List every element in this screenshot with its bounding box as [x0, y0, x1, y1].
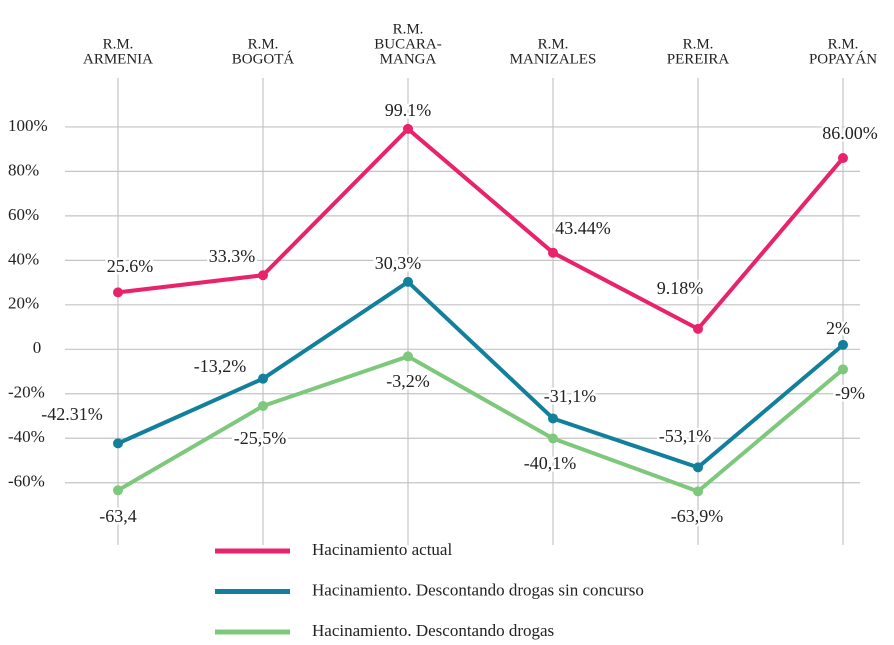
y-tick-label: 80% — [8, 160, 39, 179]
data-label: 33.3% — [209, 246, 256, 266]
data-label: -63,4 — [99, 506, 137, 526]
x-tick-label: ARMENIA — [83, 51, 153, 67]
data-label: -40,1% — [524, 453, 577, 473]
series-line — [116, 354, 845, 494]
y-tick-label: 60% — [8, 205, 39, 224]
point — [113, 287, 123, 298]
data-label: 30,3% — [375, 253, 422, 273]
y-tick-label: 100% — [8, 116, 48, 135]
point — [113, 485, 123, 496]
series-line — [117, 279, 845, 470]
x-tick-label: R.M. — [248, 36, 279, 52]
point — [548, 433, 558, 444]
point — [113, 438, 123, 449]
y-tick-label: 0 — [33, 338, 42, 357]
data-label: 9.18% — [657, 278, 704, 298]
x-tick-label: R.M. — [393, 21, 424, 37]
x-tick-label: MANIZALES — [510, 51, 597, 67]
legend-label: Hacinamiento actual — [312, 540, 452, 559]
x-tick-label: R.M. — [538, 36, 569, 52]
x-tick-label: R.M. — [828, 36, 859, 52]
y-tick-label: -60% — [8, 472, 45, 491]
point — [838, 153, 848, 164]
point — [693, 323, 703, 334]
x-tick-label: BOGOTÁ — [232, 50, 295, 67]
point — [693, 486, 703, 497]
point — [693, 462, 703, 473]
point — [403, 276, 413, 287]
x-tick-label: MANGA — [380, 51, 437, 67]
data-label: -25,5% — [234, 428, 287, 448]
point — [403, 351, 413, 362]
point — [838, 364, 848, 375]
data-label: -31,1% — [544, 386, 597, 406]
data-label: -3,2% — [386, 371, 430, 391]
data-label: 86.00% — [822, 123, 878, 143]
point — [403, 123, 413, 134]
point — [838, 339, 848, 350]
y-tick-label: 40% — [8, 249, 39, 268]
x-tick-label: PEREIRA — [667, 51, 730, 67]
x-tick-label: R.M. — [103, 36, 134, 52]
data-label: 99.1% — [385, 100, 432, 120]
legend-label: Hacinamiento. Descontando drogas — [312, 621, 554, 640]
data-label: -42.31% — [41, 404, 103, 424]
point — [548, 247, 558, 258]
point — [548, 413, 558, 424]
x-tick-label: POPAYÁN — [809, 50, 877, 67]
data-label: -9% — [835, 383, 865, 403]
series-line — [117, 126, 845, 331]
x-tick-label: R.M. — [683, 36, 714, 52]
data-label: 43.44% — [555, 218, 611, 238]
y-tick-label: -20% — [8, 383, 45, 402]
y-tick-label: 20% — [8, 294, 39, 313]
data-label: 25.6% — [107, 256, 154, 276]
point — [258, 401, 268, 412]
point — [258, 373, 268, 384]
data-label: 2% — [826, 318, 850, 338]
x-tick-label: BUCARA- — [374, 36, 442, 52]
data-label: -53,1% — [659, 426, 712, 446]
legend-label: Hacinamiento. Descontando drogas sin con… — [312, 580, 644, 599]
y-tick-label: -40% — [8, 427, 45, 446]
data-label: -13,2% — [194, 356, 247, 376]
point — [258, 270, 268, 281]
data-label: -63,9% — [671, 506, 724, 526]
